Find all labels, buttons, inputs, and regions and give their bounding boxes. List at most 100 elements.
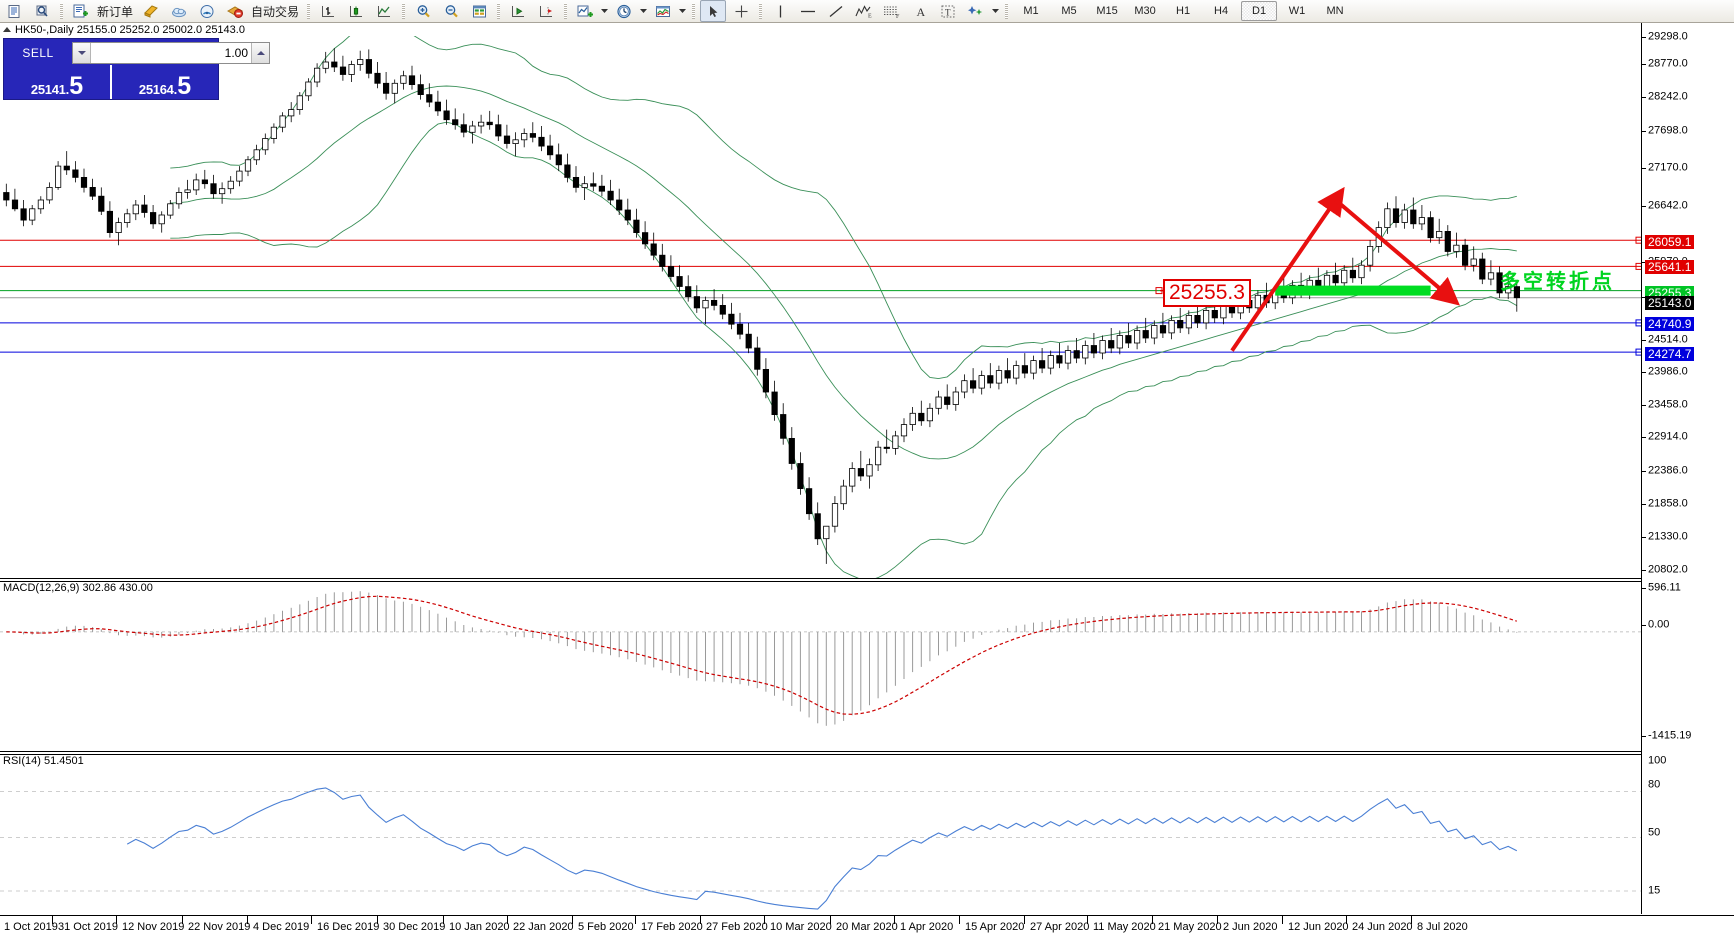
price-label: 26642.0 <box>1648 199 1688 212</box>
volume-decrement-button[interactable] <box>73 43 91 63</box>
timeframe-h1[interactable]: H1 <box>1176 5 1191 17</box>
volume-stepper[interactable] <box>72 42 270 64</box>
bollinger-upper-band <box>170 36 1517 380</box>
red-up-arrow[interactable] <box>1230 186 1345 352</box>
time-label: 12 Jun 2020 <box>1288 921 1349 933</box>
chart-line-icon[interactable] <box>371 0 397 22</box>
time-axis[interactable]: 1 Oct 2019 31 Oct 2019 12 Nov 2019 22 Nov 2… <box>0 915 1734 939</box>
shapes-icon[interactable] <box>963 0 989 22</box>
horizontal-line-icon[interactable] <box>795 0 821 22</box>
one-click-trading-panel[interactable]: SELL BUY 25141 . 5 25164 . 5 <box>3 38 317 100</box>
shapes-dropdown-arrow[interactable] <box>990 1 1001 21</box>
macd-canvas[interactable] <box>0 583 1734 751</box>
buy-price[interactable]: 25164 . 5 <box>112 73 218 99</box>
timeframe-m15[interactable]: M15 <box>1096 5 1118 17</box>
symbol-ohlc-text: HK50-,Daily 25155.0 25252.0 25002.0 2514… <box>15 23 245 36</box>
vertical-line-icon[interactable] <box>767 0 793 22</box>
candle-body <box>296 95 303 110</box>
elliott-wave-icon[interactable]: E <box>851 0 877 22</box>
time-label: 27 Apr 2020 <box>1030 921 1090 933</box>
auto-trading-label[interactable]: 自动交易 <box>251 4 300 19</box>
list-icon[interactable] <box>1 0 27 22</box>
turning-point-annotation[interactable]: 多空转折点 <box>1500 269 1615 293</box>
candle-body <box>970 380 977 389</box>
candle-body <box>400 75 407 84</box>
crosshair-icon[interactable] <box>728 0 754 22</box>
timeframe-m30[interactable]: M30 <box>1134 5 1156 17</box>
timeframe-m5[interactable]: M5 <box>1061 5 1077 17</box>
red-down-arrow[interactable] <box>1334 198 1460 306</box>
templates-icon[interactable] <box>650 0 676 22</box>
cursor-icon[interactable] <box>700 0 727 22</box>
price-chart-canvas[interactable] <box>0 36 1734 579</box>
time-label: 1 Oct 2019 <box>4 921 58 933</box>
new-order-icon[interactable] <box>68 0 94 22</box>
fibonacci-icon[interactable]: F <box>879 0 905 22</box>
timeframe-w1[interactable]: W1 <box>1288 5 1306 17</box>
signal-icon[interactable] <box>194 0 220 22</box>
time-label: 22 Jan 2020 <box>513 921 574 933</box>
time-tick <box>116 916 117 924</box>
price-scale[interactable]: 29298.0 28770.0 28242.0 27698.0 27170.0 26642… <box>1641 23 1734 914</box>
chart-bar-icon[interactable] <box>315 0 341 22</box>
expert-advisor-icon[interactable] <box>222 0 248 22</box>
zoom-out-icon[interactable] <box>438 0 464 22</box>
candle-body <box>426 94 433 103</box>
timeframe-mn[interactable]: MN <box>1326 5 1344 17</box>
price-level-tag[interactable]: 26059.1 <box>1645 235 1695 249</box>
toolbar-separator-3 <box>400 2 407 20</box>
support-zone-rectangle[interactable] <box>1275 285 1431 296</box>
time-label: 2 Jun 2020 <box>1223 921 1278 933</box>
price-level-label-25255[interactable]: 25255.3 <box>1163 279 1251 308</box>
zoom-in-icon[interactable] <box>410 0 436 22</box>
chart-shift-icon[interactable] <box>533 0 559 22</box>
candle-body <box>987 375 994 384</box>
candle-body <box>736 323 744 335</box>
rsi-canvas[interactable] <box>0 757 1734 914</box>
buy-button[interactable]: BUY <box>290 46 318 60</box>
indicators-icon[interactable] <box>572 0 598 22</box>
price-level-tag[interactable]: 24740.9 <box>1645 317 1695 331</box>
macd-pane[interactable] <box>0 583 1734 751</box>
price-box-handle[interactable] <box>1155 287 1163 295</box>
price-level-tag[interactable]: 25143.0 <box>1645 296 1695 310</box>
time-tick <box>52 916 53 924</box>
candle-body <box>46 186 53 201</box>
data-window-icon[interactable] <box>466 0 492 22</box>
templates-dropdown-arrow[interactable] <box>677 1 688 21</box>
text-icon[interactable]: A <box>907 0 933 22</box>
candle-body <box>633 219 640 234</box>
chart-candle-icon[interactable] <box>343 0 369 22</box>
trendline-icon[interactable] <box>823 0 849 22</box>
indicators-dropdown-arrow[interactable] <box>599 1 610 21</box>
volume-increment-button[interactable] <box>251 43 269 63</box>
text-label-icon[interactable]: T <box>935 0 961 22</box>
time-tick <box>700 916 701 924</box>
candle-body <box>780 414 787 439</box>
auto-scroll-icon[interactable] <box>505 0 531 22</box>
cloud-icon[interactable] <box>166 0 192 22</box>
period-icon[interactable] <box>611 0 637 22</box>
rsi-pane[interactable] <box>0 757 1734 914</box>
timeframe-m1[interactable]: M1 <box>1023 5 1039 17</box>
search-icon[interactable] <box>29 0 55 22</box>
price-label: 28242.0 <box>1648 90 1688 103</box>
price-tick <box>1642 64 1646 65</box>
volume-input[interactable] <box>91 43 251 63</box>
time-tick <box>959 916 960 924</box>
sell-button[interactable]: SELL <box>22 46 54 60</box>
candle-body <box>918 412 925 422</box>
properties-icon[interactable] <box>138 0 164 22</box>
candle-body <box>1021 365 1029 374</box>
new-order-label[interactable]: 新订单 <box>97 4 134 19</box>
sell-price[interactable]: 25141 . 5 <box>4 73 110 99</box>
price-chart-pane[interactable] <box>0 36 1734 579</box>
price-level-tag[interactable]: 24274.7 <box>1645 347 1695 361</box>
candle-body <box>37 199 45 210</box>
period-dropdown-arrow[interactable] <box>638 1 649 21</box>
price-level-tag[interactable]: 25641.1 <box>1645 260 1695 274</box>
timeframe-h4[interactable]: H4 <box>1214 5 1229 17</box>
timeframe-d1[interactable]: D1 <box>1241 1 1278 21</box>
candle-body <box>1159 325 1167 334</box>
collapse-triangle-icon[interactable] <box>3 27 11 32</box>
